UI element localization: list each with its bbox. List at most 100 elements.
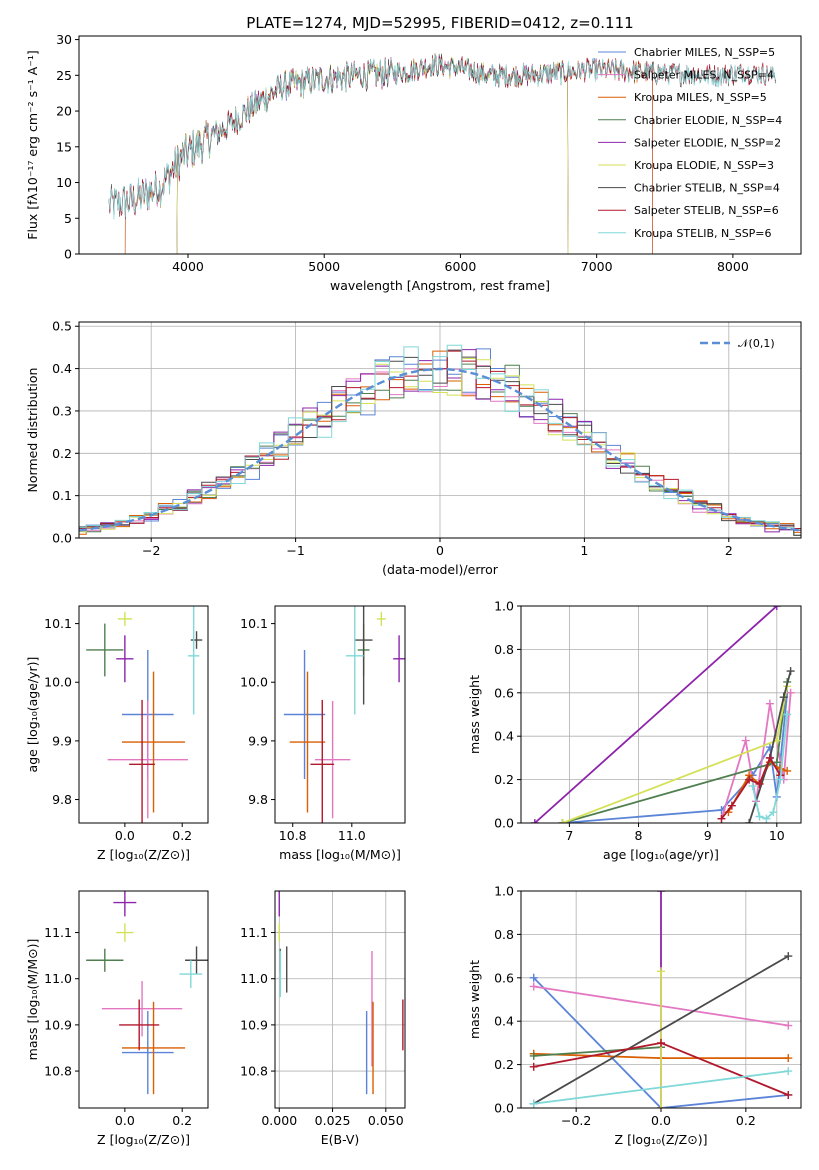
plot-area (529, 891, 793, 1108)
x-tick-label: 10.8 (279, 828, 307, 843)
weight-marker (741, 736, 750, 745)
errorbar-chabrier-stelib (190, 631, 203, 649)
legend-entry: Salpeter MILES, N_SSP=4 (634, 69, 774, 82)
weight-line (562, 692, 789, 823)
weight-marker (765, 753, 774, 762)
y-tick-label: 20 (56, 104, 72, 119)
y-tick-label: 1.0 (494, 884, 514, 899)
y-tick-label: 1.0 (494, 599, 514, 614)
y-axis-label: Normed distribution (25, 368, 40, 493)
weight-line-salpeter-stelib (529, 1038, 793, 1099)
weight-line (533, 1070, 789, 1105)
x-tick-label: 0.000 (261, 1113, 297, 1128)
errorbar-kroupa-miles (122, 671, 186, 813)
weight-marker (779, 693, 788, 702)
axes-frame (78, 890, 209, 1109)
errorbar-chabrier-elodie (86, 623, 124, 677)
errorbar-chabrier-miles (122, 1011, 174, 1095)
x-axis-label: wavelength [Angstrom, rest frame] (330, 278, 550, 293)
weight-marker (529, 1099, 538, 1108)
y-tick-label: 5 (64, 211, 72, 226)
y-tick-label: 9.9 (248, 733, 268, 748)
weight-marker (529, 1062, 538, 1071)
spectrum-chabrier-miles (124, 54, 653, 254)
y-tick-label: 0.0 (52, 531, 72, 546)
x-tick-label: 1 (580, 543, 588, 558)
y-tick-label: 10.8 (240, 1064, 268, 1079)
legend-entry: Chabrier ELODIE, N_SSP=4 (634, 114, 782, 127)
weight-marker (784, 1021, 793, 1030)
y-tick-label: 0.4 (494, 1014, 514, 1029)
x-tick-label: 7 (565, 828, 573, 843)
weight-marker (784, 1067, 793, 1076)
x-tick-label: 8 (635, 828, 643, 843)
y-tick-label: 0.2 (494, 1057, 514, 1072)
legend-entry: Chabrier MILES, N_SSP=5 (634, 46, 775, 59)
panel-spectrum: 4000 5000 6000 7000 8000 0 5 10 15 20 25 30 waveleng… (25, 32, 802, 293)
errorbar-salpeter-elodie (116, 635, 134, 683)
errorbar-salpeter-stelib (310, 699, 335, 823)
x-tick-label: 0.0 (651, 1113, 671, 1128)
weight-line (533, 955, 789, 1105)
y-axis-label: mass weight (467, 960, 482, 1039)
weight-marker (765, 699, 774, 708)
weight-marker (786, 667, 795, 676)
weight-marker (786, 688, 795, 697)
y-tick-label: 0.6 (494, 685, 514, 700)
legend-entry: Kroupa ELODIE, N_SSP=3 (634, 159, 774, 172)
gaussian-curve (79, 367, 801, 532)
plot-area (108, 53, 777, 254)
weight-marker (783, 766, 792, 775)
x-tick-label: 0.2 (172, 1113, 192, 1128)
weight-marker (784, 952, 793, 961)
y-tick-label: 10 (56, 175, 72, 190)
x-axis-label: Z [log₁₀(Z/Z⊙)] (97, 1132, 190, 1147)
y-tick-label: 0.4 (52, 361, 72, 376)
y-tick-label: 11.1 (240, 925, 268, 940)
y-tick-label: 10.9 (44, 1017, 72, 1032)
plot-area (86, 606, 203, 823)
weight-marker (769, 808, 778, 817)
weight-marker (745, 819, 754, 823)
histogram-kroupa-miles (79, 350, 801, 535)
plot-area (283, 606, 405, 823)
errorbar-salpeter-elodie (113, 891, 137, 917)
x-tick-label: −2 (142, 543, 160, 558)
errorbar-salpeter-elodie (393, 635, 405, 683)
weight-marker (748, 782, 757, 791)
spectrum-kroupa-elodie (176, 53, 569, 254)
errorbar-kroupa-stelib (345, 606, 364, 715)
weight-line (720, 755, 782, 820)
y-tick-label: 9.8 (52, 792, 72, 807)
weight-marker (755, 812, 764, 821)
weight-marker (529, 973, 538, 982)
y-tick-label: 11.0 (240, 971, 268, 986)
chart-title: PLATE=1274, MJD=52995, FIBERID=0412, z=0… (246, 14, 633, 32)
panel-mass-vs-ebv: 0.000 0.025 0.050 10.8 10.9 11.0 11.1 E(B-V) (240, 890, 406, 1147)
x-axis-label: Z [log₁₀(Z/Z⊙)] (615, 1132, 708, 1147)
errorbar-kroupa-elodie (117, 611, 133, 626)
weight-line (751, 714, 789, 820)
weight-marker (529, 1051, 538, 1060)
weight-marker (783, 710, 792, 719)
x-tick-label: 9 (704, 828, 712, 843)
y-tick-label: 0.2 (494, 772, 514, 787)
panel-residuals: −2 −1 0 1 2 0.0 0.1 0.2 0.3 0.4 0.5 (data-model)/er… (25, 319, 802, 577)
y-tick-label: 0 (64, 247, 72, 262)
errorbar-chabrier-miles (283, 649, 326, 780)
weight-marker (657, 891, 665, 895)
errorbar-kroupa-miles (289, 671, 326, 813)
y-tick-label: 9.8 (248, 792, 268, 807)
spectrum-salpeter-elodie (176, 55, 569, 254)
y-tick-label: 30 (56, 32, 72, 47)
x-tick-label: 6000 (445, 259, 477, 274)
y-tick-label: 10.0 (44, 675, 72, 690)
x-tick-label: 8000 (717, 259, 749, 274)
x-tick-label: 7000 (581, 259, 613, 274)
x-tick-label: −1 (286, 543, 304, 558)
histogram-kroupa-stelib (79, 344, 801, 531)
errorbar-salpeter-stelib (129, 699, 155, 823)
y-tick-label: 0.3 (52, 403, 72, 418)
x-tick-label: 0.2 (736, 1113, 756, 1128)
